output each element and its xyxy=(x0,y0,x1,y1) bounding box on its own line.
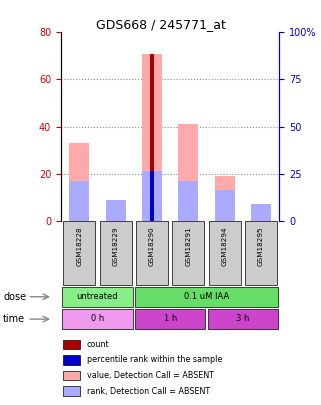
Bar xyxy=(100,222,132,285)
Text: GSM18295: GSM18295 xyxy=(258,226,264,266)
Text: 1 h: 1 h xyxy=(163,314,177,323)
Text: GSM18290: GSM18290 xyxy=(149,226,155,266)
Bar xyxy=(209,222,241,285)
Bar xyxy=(135,309,205,329)
Text: count: count xyxy=(87,340,109,349)
Bar xyxy=(63,386,80,396)
Bar xyxy=(150,171,154,221)
Text: value, Detection Call = ABSENT: value, Detection Call = ABSENT xyxy=(87,371,214,380)
Bar xyxy=(62,287,133,307)
Bar xyxy=(63,340,80,349)
Bar xyxy=(150,53,154,221)
Text: GSM18294: GSM18294 xyxy=(222,226,228,266)
Bar xyxy=(69,181,89,221)
Bar xyxy=(63,371,80,380)
Text: GSM18228: GSM18228 xyxy=(76,226,82,266)
Bar xyxy=(178,181,198,221)
Bar xyxy=(142,171,162,221)
Bar xyxy=(215,176,235,221)
Bar xyxy=(135,287,278,307)
Text: dose: dose xyxy=(3,292,26,302)
Text: 3 h: 3 h xyxy=(236,314,249,323)
Bar xyxy=(106,200,126,221)
Bar xyxy=(245,222,277,285)
Text: rank, Detection Call = ABSENT: rank, Detection Call = ABSENT xyxy=(87,386,210,396)
Text: time: time xyxy=(3,314,25,324)
Bar xyxy=(208,309,278,329)
Bar xyxy=(63,222,95,285)
Text: untreated: untreated xyxy=(76,292,118,301)
Text: GDS668 / 245771_at: GDS668 / 245771_at xyxy=(96,18,225,31)
Bar xyxy=(106,200,126,221)
Bar xyxy=(142,53,162,221)
Bar xyxy=(62,309,133,329)
Text: GSM18229: GSM18229 xyxy=(113,226,118,266)
Text: percentile rank within the sample: percentile rank within the sample xyxy=(87,356,222,364)
Bar xyxy=(251,204,271,221)
Text: GSM18291: GSM18291 xyxy=(185,226,191,266)
Text: 0.1 uM IAA: 0.1 uM IAA xyxy=(184,292,229,301)
Bar xyxy=(69,143,89,221)
Bar xyxy=(215,190,235,221)
Bar xyxy=(172,222,204,285)
Bar xyxy=(63,355,80,364)
Bar xyxy=(178,124,198,221)
Bar xyxy=(251,204,271,221)
Bar xyxy=(136,222,168,285)
Text: 0 h: 0 h xyxy=(91,314,104,323)
